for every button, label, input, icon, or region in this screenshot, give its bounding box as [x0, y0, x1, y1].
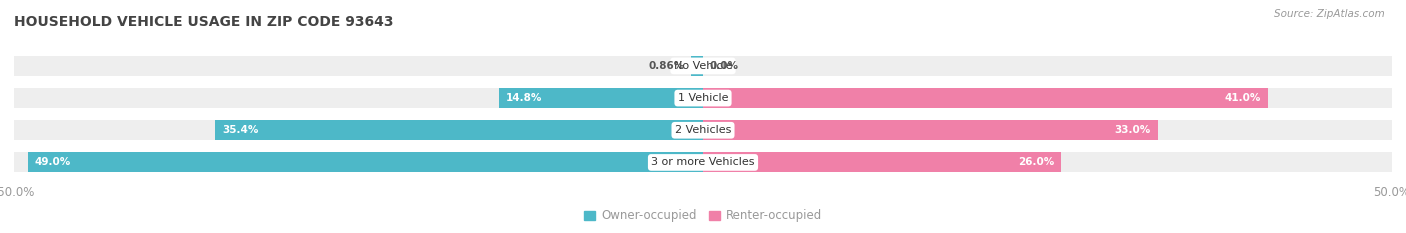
Text: Source: ZipAtlas.com: Source: ZipAtlas.com	[1274, 9, 1385, 19]
Bar	[14, 120, 1392, 140]
Text: 41.0%: 41.0%	[1225, 93, 1261, 103]
Text: 0.0%: 0.0%	[710, 61, 740, 71]
Text: 49.0%: 49.0%	[35, 158, 70, 168]
Text: 3 or more Vehicles: 3 or more Vehicles	[651, 158, 755, 168]
Text: 1 Vehicle: 1 Vehicle	[678, 93, 728, 103]
Text: 26.0%: 26.0%	[1018, 158, 1054, 168]
Bar	[499, 88, 703, 108]
Bar	[703, 88, 1268, 108]
Bar	[215, 120, 703, 140]
Text: No Vehicle: No Vehicle	[673, 61, 733, 71]
Bar	[14, 88, 1392, 108]
Text: 14.8%: 14.8%	[506, 93, 543, 103]
Text: 33.0%: 33.0%	[1115, 125, 1152, 135]
Bar	[703, 152, 1062, 172]
Bar	[692, 56, 703, 76]
Bar	[14, 56, 1392, 76]
Text: HOUSEHOLD VEHICLE USAGE IN ZIP CODE 93643: HOUSEHOLD VEHICLE USAGE IN ZIP CODE 9364…	[14, 15, 394, 29]
Text: 2 Vehicles: 2 Vehicles	[675, 125, 731, 135]
Legend: Owner-occupied, Renter-occupied: Owner-occupied, Renter-occupied	[579, 205, 827, 227]
Text: 0.86%: 0.86%	[648, 61, 685, 71]
Bar	[28, 152, 703, 172]
Bar	[703, 120, 1157, 140]
Bar	[14, 152, 1392, 172]
Text: 35.4%: 35.4%	[222, 125, 259, 135]
